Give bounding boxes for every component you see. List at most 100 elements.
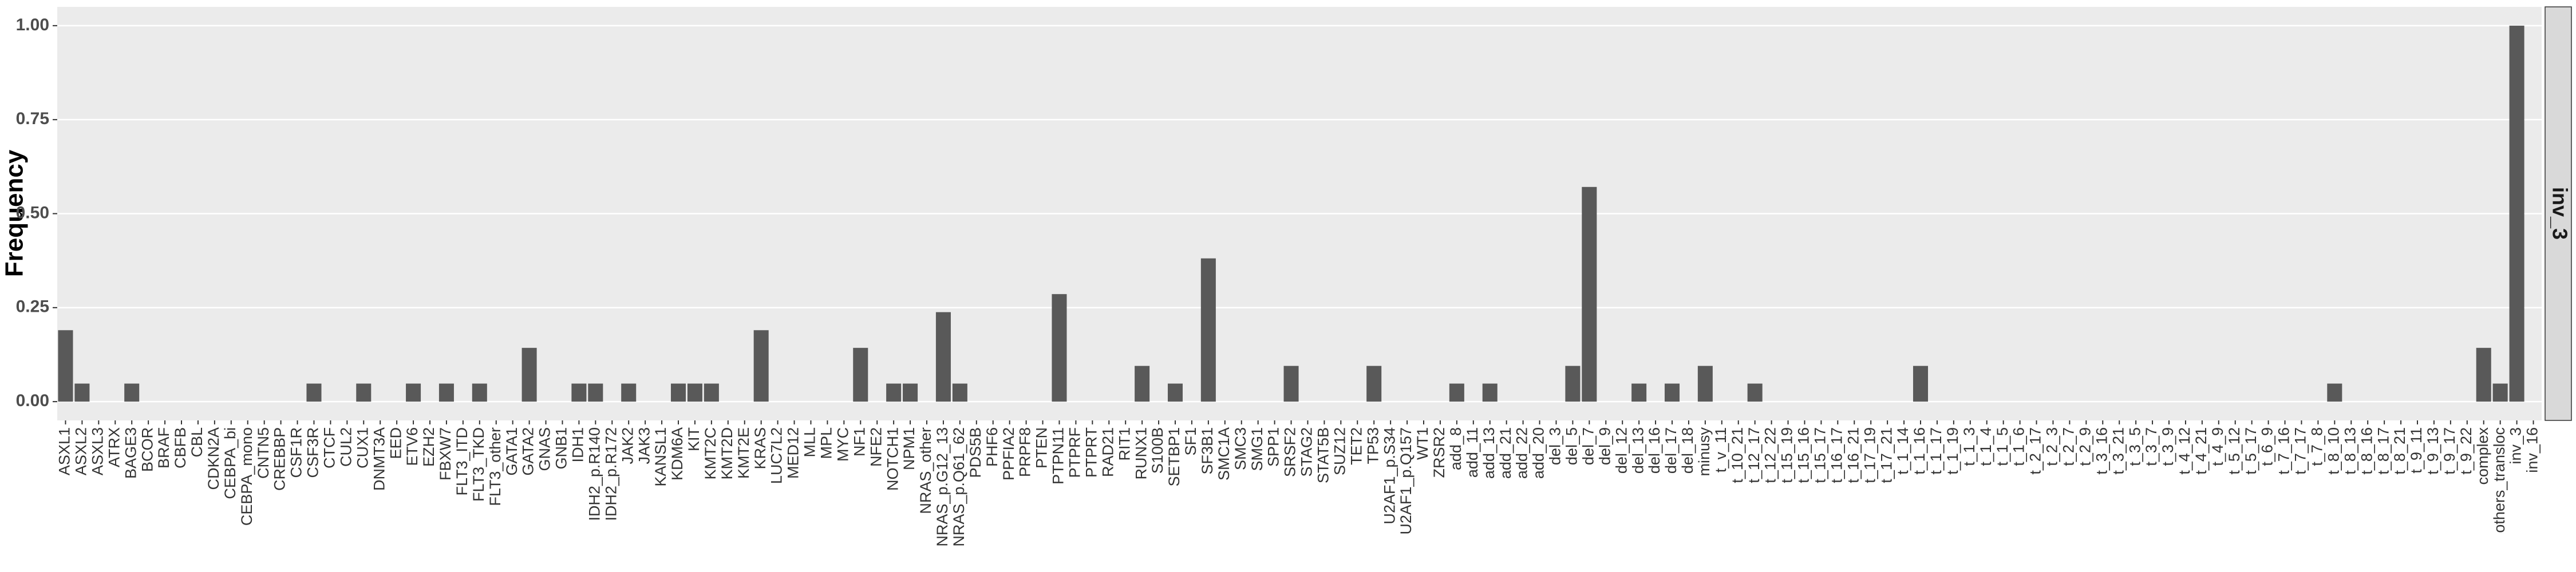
bar: [621, 383, 637, 402]
x-tick-label: IDH2_p.R140: [586, 427, 603, 521]
x-tick-label: t_8_13: [2341, 427, 2358, 475]
x-tick-label: SMG1: [1249, 427, 1266, 471]
x-tick-label: STAT5B: [1315, 427, 1332, 483]
x-tick-label: t_3_5: [2126, 427, 2143, 466]
y-tick-label: 1.00: [16, 15, 49, 34]
x-tick-label: IDH1: [570, 427, 587, 463]
x-tick-label: t_4_12: [2176, 427, 2193, 475]
x-tick-label: PHF6: [983, 427, 1001, 467]
x-tick-label: SETBP1: [1165, 427, 1183, 487]
x-tick-label: t_v_11: [1712, 427, 1729, 472]
x-tick-label: t_16_21: [1844, 427, 1862, 483]
x-tick-label: NFE2: [867, 427, 884, 467]
x-tick-label: S100B: [1149, 427, 1166, 474]
x-tick-label: t_17_21: [1878, 427, 1895, 483]
bar: [1482, 383, 1498, 402]
x-tick-label: inv_3: [2507, 427, 2524, 464]
x-tick-label: others_transloc: [2491, 427, 2508, 533]
bar: [2492, 383, 2508, 402]
x-tick-label: t_9_22: [2458, 427, 2475, 475]
x-tick-label: KANSL1: [652, 427, 669, 487]
bar: [670, 383, 686, 402]
x-tick-label: CEBPA_bi: [222, 427, 239, 499]
x-tick-label: t_9_13: [2424, 427, 2441, 475]
x-tick-label: t_9_17: [2441, 427, 2458, 475]
x-tick-label: t_15_16: [1795, 427, 1812, 483]
facet-strip: [2545, 6, 2572, 421]
x-tick-label: U2AF1_p.S34: [1381, 427, 1398, 525]
x-tick-label: EED: [387, 427, 404, 459]
x-tick-label: CUX1: [354, 427, 371, 468]
bar: [753, 330, 769, 402]
bar: [1631, 383, 1647, 402]
x-tick-label: CBL: [188, 427, 206, 458]
x-tick-label: ASXL3: [89, 427, 106, 475]
x-tick-label: CBFB: [172, 427, 189, 468]
x-tick-label: CSF1R: [288, 427, 305, 478]
x-tick-label: add_20: [1530, 427, 1547, 479]
x-tick-label: t_2_17: [2027, 427, 2044, 475]
x-tick-label: t_1_16: [1911, 427, 1928, 475]
x-tick-label: t_1_5: [1994, 427, 2011, 466]
x-tick-label: SF1: [1182, 427, 1199, 456]
x-tick-label: BCOR: [139, 427, 156, 472]
x-tick-label: t_7_8: [2309, 427, 2326, 466]
x-tick-label: PRPF8: [1017, 427, 1034, 477]
x-tick-label: t_1_4: [1977, 427, 1994, 466]
x-tick-label: t_3_7: [2143, 427, 2160, 466]
bar: [1582, 186, 1597, 402]
x-tick-label: t_8_21: [2391, 427, 2408, 475]
x-tick-label: NRAS_other: [917, 427, 934, 514]
bar: [438, 383, 454, 402]
x-tick-label: KRAS: [752, 427, 769, 470]
x-tick-label: NRAS_p.G12_13: [934, 427, 951, 547]
x-tick-label: CREBBP: [271, 427, 289, 491]
x-tick-label: BAGE3: [122, 427, 139, 479]
x-tick-label: t_4_21: [2192, 427, 2210, 475]
bar: [903, 383, 918, 402]
x-tick-label: KMT2C: [702, 427, 719, 480]
x-tick-label: t_10_21: [1729, 427, 1746, 483]
x-tick-label: KIT: [685, 427, 702, 451]
x-tick-label: t_2_3: [2044, 427, 2061, 466]
x-tick-label: EZH2: [420, 427, 437, 467]
x-tick-label: del_17: [1662, 427, 1680, 474]
x-tick-label: GNB1: [553, 427, 570, 470]
x-tick-label: SMC3: [1232, 427, 1249, 470]
x-tick-label: ZRSR2: [1431, 427, 1448, 478]
x-tick-label: t_8_10: [2325, 427, 2342, 475]
x-tick-label: GNAS: [536, 427, 554, 471]
x-tick-label: JAK3: [635, 427, 653, 464]
bar: [1565, 366, 1581, 402]
x-tick-label: t_6_9: [2259, 427, 2276, 466]
y-tick-label: 0.75: [16, 109, 49, 128]
x-tick-label: TP53: [1364, 427, 1381, 464]
x-tick-label: SUZ12: [1331, 427, 1348, 475]
x-tick-label: BRAF: [155, 427, 172, 468]
x-tick-label: del_7: [1579, 427, 1597, 465]
x-tick-label: CDKN2A: [205, 427, 222, 490]
x-tick-label: t_16_17: [1828, 427, 1845, 483]
bar: [406, 383, 421, 402]
bar: [1135, 366, 1150, 402]
x-tick-label: CSF3R: [305, 427, 322, 478]
x-tick-label: U2AF1_p.Q157: [1397, 427, 1415, 535]
x-tick-label: KMT2D: [718, 427, 736, 480]
x-tick-label: KDM6A: [669, 427, 686, 480]
x-tick-label: SMC1A: [1215, 427, 1232, 480]
x-tick-label: t_9_11: [2408, 427, 2425, 474]
x-tick-label: SRSF2: [1282, 427, 1299, 477]
y-tick-label: 0.25: [16, 297, 49, 316]
x-tick-label: t_1_6: [2010, 427, 2028, 466]
bar: [306, 383, 322, 402]
y-axis-title: Frequency: [1, 149, 29, 277]
x-tick-label: NPM1: [900, 427, 918, 470]
x-tick-label: MYC: [834, 427, 851, 462]
x-tick-label: CNTN5: [255, 427, 272, 479]
bar: [588, 383, 603, 402]
x-tick-label: LUC7L2: [768, 427, 785, 484]
bar: [521, 348, 537, 402]
x-tick-label: t_12_22: [1762, 427, 1779, 483]
y-tick-label: 0.00: [16, 391, 49, 410]
x-tick-label: FBXW7: [437, 427, 454, 480]
